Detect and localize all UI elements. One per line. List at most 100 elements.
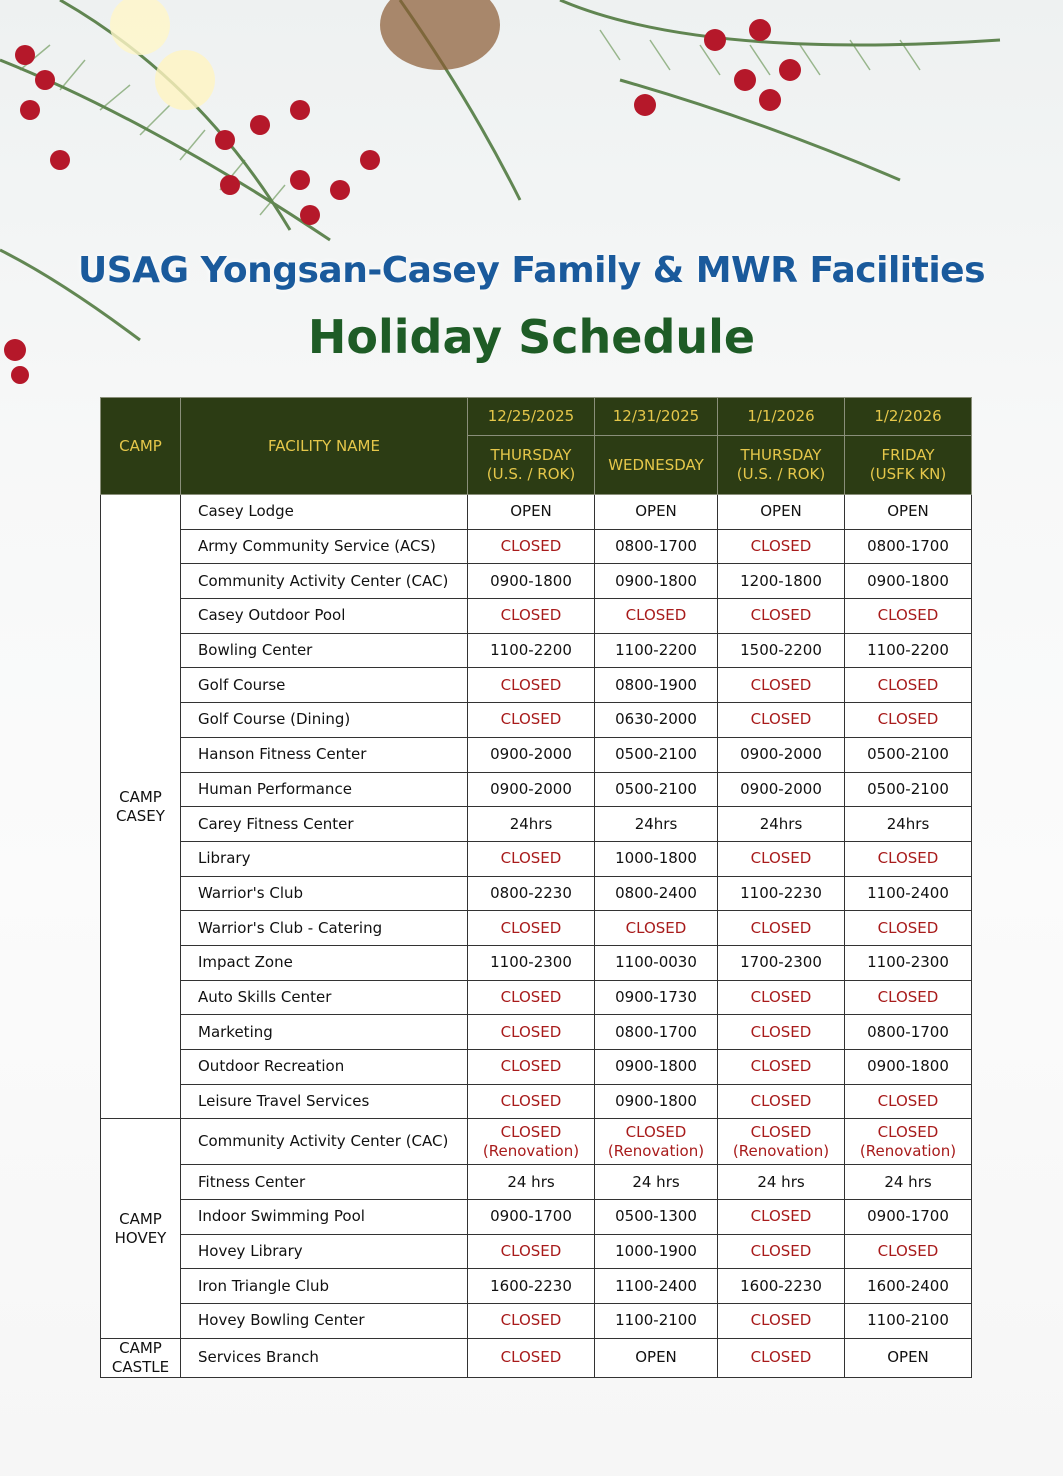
hours-cell: 0630-2000 xyxy=(594,702,718,738)
subtitle: Holiday Schedule xyxy=(307,310,756,364)
date-header: 1/2/2026 xyxy=(844,397,972,436)
hours-cell: 1100-2100 xyxy=(594,1303,718,1339)
facility-row: Community Activity Center (CAC) 0900-1800… xyxy=(101,563,972,600)
hours-cell: CLOSED (Renovation) xyxy=(467,1118,595,1166)
hours-cell: 0800-1700 xyxy=(844,1014,972,1050)
facility-name: Casey Lodge xyxy=(180,494,468,530)
hours-cell: OPEN xyxy=(594,494,718,530)
hours-cell: 1600-2400 xyxy=(844,1268,972,1305)
hours-cell: 24hrs xyxy=(594,806,718,842)
facility-row: Marketing CLOSED 0800-1700 CLOSED 0800-1700 xyxy=(101,1014,972,1050)
hours-cell: CLOSED xyxy=(467,979,595,1016)
hours-cell: 1100-0030 xyxy=(594,944,718,981)
hours-cell: CLOSED xyxy=(467,1337,595,1378)
hours-cell: CLOSED xyxy=(467,1233,595,1270)
hours-cell: 1700-2300 xyxy=(717,944,845,981)
hours-cell: 0900-2000 xyxy=(467,771,595,808)
hours-cell: CLOSED xyxy=(467,667,595,704)
hours-cell: 0900-1730 xyxy=(594,979,718,1016)
facility-row: Impact Zone 1100-2300 1100-0030 1700-2300 11… xyxy=(101,944,972,981)
hours-cell: 1100-2400 xyxy=(594,1268,718,1305)
hours-cell: CLOSED xyxy=(717,528,845,565)
hours-cell: 0900-1800 xyxy=(844,563,972,600)
hours-cell: CLOSED xyxy=(594,910,718,946)
facility-name: Outdoor Recreation xyxy=(180,1049,468,1085)
facility-row: Leisure Travel Services CLOSED 0900-1800 CL… xyxy=(101,1083,972,1120)
hours-cell: CLOSED xyxy=(467,702,595,738)
hours-cell: 0500-1300 xyxy=(594,1199,718,1235)
facility-name: Golf Course xyxy=(180,667,468,704)
hours-cell: 24 hrs xyxy=(717,1164,845,1201)
hours-cell: 24hrs xyxy=(844,806,972,842)
hours-cell: CLOSED xyxy=(467,1083,595,1120)
hours-cell: CLOSED xyxy=(467,840,595,877)
facility-row: Iron Triangle Club 1600-2230 1100-2400 1600… xyxy=(101,1268,972,1305)
hours-cell: CLOSED xyxy=(717,910,845,946)
hours-cell: 24hrs xyxy=(467,806,595,842)
day-header: FRIDAY (USFK KN) xyxy=(844,435,972,495)
hours-cell: 1200-1800 xyxy=(717,563,845,600)
hours-cell: 24 hrs xyxy=(594,1164,718,1201)
day-header: WEDNESDAY xyxy=(594,435,718,495)
hours-cell: CLOSED xyxy=(844,702,972,738)
facility-name: Golf Course (Dining) xyxy=(180,702,468,738)
facility-row: Hovey Library CLOSED 1000-1900 CLOSED CLOSED xyxy=(101,1233,972,1270)
facility-row: Carey Fitness Center 24hrs 24hrs 24hrs 24hrs xyxy=(101,806,972,842)
hours-cell: 1600-2230 xyxy=(467,1268,595,1305)
facility-name: Carey Fitness Center xyxy=(180,806,468,842)
facility-row: Golf Course CLOSED 0800-1900 CLOSED CLOSED xyxy=(101,667,972,704)
facility-row: Human Performance 0900-2000 0500-2100 0900-… xyxy=(101,771,972,808)
facility-name: Services Branch xyxy=(180,1337,468,1378)
hours-cell: OPEN xyxy=(467,494,595,530)
day-header: THURSDAY (U.S. / ROK) xyxy=(467,435,595,495)
hours-cell: 1600-2230 xyxy=(717,1268,845,1305)
facility-row: Indoor Swimming Pool 0900-1700 0500-1300 CL… xyxy=(101,1199,972,1235)
facility-row: Bowling Center 1100-2200 1100-2200 1500-220… xyxy=(101,632,972,669)
hours-cell: CLOSED xyxy=(717,840,845,877)
facility-row: Army Community Service (ACS) CLOSED 0800-1… xyxy=(101,528,972,565)
hours-cell: 0900-1800 xyxy=(594,1083,718,1120)
facility-name: Library xyxy=(180,840,468,877)
camp-header: CAMP xyxy=(100,397,181,495)
date-header: 1/1/2026 xyxy=(717,397,845,436)
hours-cell: CLOSED xyxy=(717,1303,845,1339)
hours-cell: CLOSED xyxy=(844,840,972,877)
hours-cell: 1100-2200 xyxy=(467,632,595,669)
hours-cell: CLOSED xyxy=(467,1049,595,1085)
header-row: THURSDAY (U.S. / ROK) WEDNESDAY THURSDAY (… xyxy=(101,435,972,495)
day-header: THURSDAY (U.S. / ROK) xyxy=(717,435,845,495)
hours-cell: 1100-2200 xyxy=(844,632,972,669)
hours-cell: 0900-1800 xyxy=(594,563,718,600)
hours-cell: 0900-1700 xyxy=(467,1199,595,1235)
hours-cell: 24hrs xyxy=(717,806,845,842)
hours-cell: CLOSED xyxy=(717,667,845,704)
facility-name: Fitness Center xyxy=(180,1164,468,1201)
date-header: 12/31/2025 xyxy=(594,397,718,436)
facility-name: Warrior's Club xyxy=(180,875,468,912)
hours-cell: 0500-2100 xyxy=(844,771,972,808)
hours-cell: CLOSED xyxy=(594,598,718,634)
hours-cell: CLOSED xyxy=(844,979,972,1016)
hours-cell: 0500-2100 xyxy=(594,736,718,773)
facility-name: Hanson Fitness Center xyxy=(180,736,468,773)
hours-cell: CLOSED xyxy=(467,1303,595,1339)
hours-cell: OPEN xyxy=(844,494,972,530)
facility-name: Impact Zone xyxy=(180,944,468,981)
camp-name: CAMP HOVEY xyxy=(100,1118,181,1339)
facility-row: Hanson Fitness Center 0900-2000 0500-2100 0… xyxy=(101,736,972,773)
hours-cell: 0500-2100 xyxy=(594,771,718,808)
hours-cell: CLOSED xyxy=(467,598,595,634)
hours-cell: 1000-1900 xyxy=(594,1233,718,1270)
hours-cell: 0800-1700 xyxy=(844,528,972,565)
facility-name: Auto Skills Center xyxy=(180,979,468,1016)
facility-row: CAMP CASTLE Services Branch CLOSED OPEN CLOS… xyxy=(100,1337,972,1378)
facility-name: Leisure Travel Services xyxy=(180,1083,468,1120)
hours-cell: 0900-1800 xyxy=(594,1049,718,1085)
hours-cell: 0900-1800 xyxy=(467,563,595,600)
hours-cell: CLOSED xyxy=(467,1014,595,1050)
facility-row: Warrior's Club - Catering CLOSED CLOSED CLO… xyxy=(101,910,972,946)
hours-cell: 0900-1700 xyxy=(844,1199,972,1235)
hours-cell: 0900-2000 xyxy=(717,736,845,773)
hours-cell: CLOSED xyxy=(467,528,595,565)
